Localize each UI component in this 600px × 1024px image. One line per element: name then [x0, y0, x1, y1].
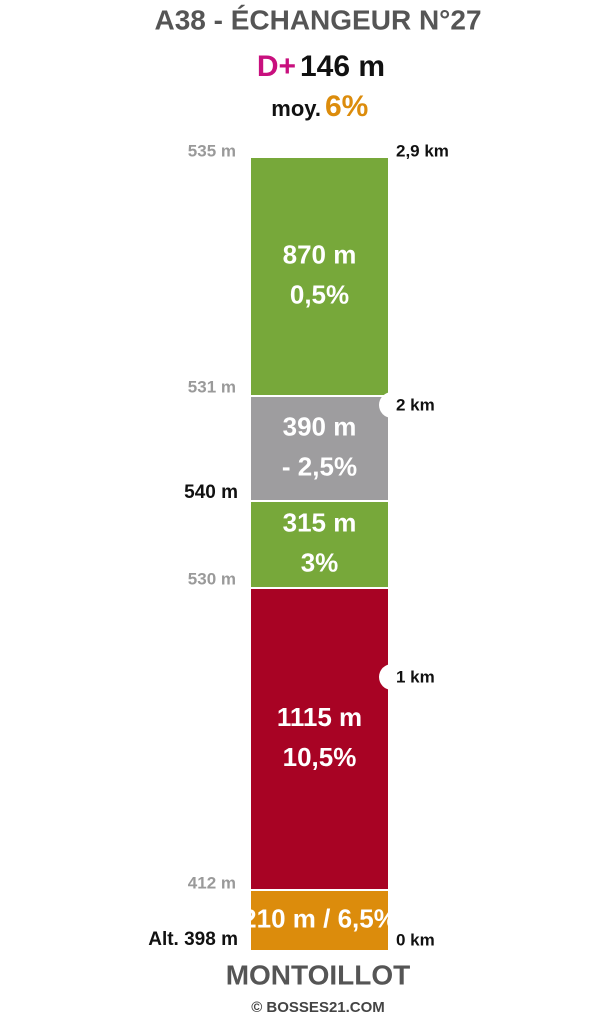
segment — [251, 158, 388, 395]
altitude: 412 m — [188, 873, 236, 892]
distance: 2 km — [396, 395, 435, 414]
segment-label: 0,5% — [290, 279, 349, 309]
segment-label: 210 m / 6,5% — [242, 903, 397, 933]
altitude: 531 m — [188, 377, 236, 396]
average-label: moy. — [271, 96, 321, 121]
km-notch — [379, 664, 405, 690]
segment-label: 390 m — [283, 411, 357, 441]
segment-label: 10,5% — [283, 742, 357, 772]
distance: 1 km — [396, 667, 435, 686]
segments: 870 m 0,5% 390 m - 2,5% 315 m 3% 1115 m 10,5% 21… — [242, 158, 397, 950]
segment — [251, 502, 388, 587]
km-notch — [379, 392, 405, 418]
average: 6% — [325, 90, 368, 123]
altitude: 540 m — [184, 482, 238, 503]
credit: © BOSSES21.COM — [251, 999, 385, 1016]
gain-label: D+ — [257, 50, 296, 83]
segment-label: - 2,5% — [282, 451, 357, 481]
distance: 2,9 km — [396, 141, 449, 160]
segment — [251, 891, 388, 950]
gain: 146 m — [300, 50, 385, 83]
title: A38 - ÉCHANGEUR N°27 — [154, 4, 481, 35]
segment-label: 870 m — [283, 239, 357, 269]
distance: 0 km — [396, 930, 435, 949]
segment-label: 1115 m — [277, 702, 362, 732]
segment-label: 315 m — [283, 507, 357, 537]
altitude: 535 m — [188, 141, 236, 160]
place: MONTOILLOT — [226, 959, 411, 990]
altitude: 530 m — [188, 569, 236, 588]
segment-label: 3% — [301, 547, 339, 577]
altitude: Alt. 398 m — [148, 929, 238, 950]
segment — [251, 589, 388, 889]
segment — [251, 397, 388, 500]
